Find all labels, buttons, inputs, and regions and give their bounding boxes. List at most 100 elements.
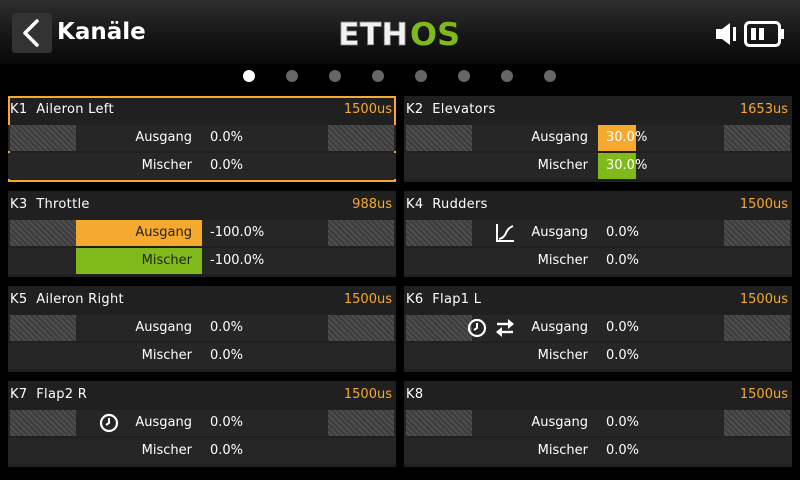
page-dot-8[interactable] <box>544 70 556 82</box>
output-bar-positive <box>724 220 790 246</box>
mixer-level-bar <box>598 153 636 179</box>
page-dot-3[interactable] <box>329 70 341 82</box>
channel-panel-k2[interactable]: K2 Elevators 1653us Ausgang 30.0% Mische… <box>404 96 792 182</box>
output-label: Ausgang <box>531 225 588 240</box>
mixer-value: -100.0% <box>210 253 265 268</box>
output-bar-negative <box>10 410 76 436</box>
mixer-label: Mischer <box>537 443 588 458</box>
curve-icon <box>496 224 514 242</box>
page-indicator <box>0 70 800 82</box>
output-value: 0.0% <box>210 320 244 335</box>
output-bar-negative <box>406 220 472 246</box>
mixer-value: 30.0% <box>606 158 648 173</box>
channel-name: K4 Rudders <box>406 197 488 212</box>
mixer-label: Mischer <box>537 158 588 173</box>
output-row: Ausgang 0.0% <box>8 125 396 151</box>
channel-panel-k7[interactable]: K7 Flap2 R 1500us Ausgang 0.0% Mischer 0… <box>8 381 396 467</box>
mixer-row: Mischer 0.0% <box>8 153 396 179</box>
mixer-row: Mischer -100.0% <box>8 248 396 274</box>
output-bar-negative <box>10 220 76 246</box>
battery-icon[interactable] <box>744 21 786 47</box>
back-arrow-icon <box>23 19 39 47</box>
channel-header: K3 Throttle 988us <box>8 191 396 219</box>
mixer-value: 0.0% <box>210 443 244 458</box>
output-row: Ausgang 0.0% <box>404 315 792 341</box>
output-label: Ausgang <box>135 415 192 430</box>
clock-icon <box>467 318 487 338</box>
output-level-bar <box>76 220 202 246</box>
channel-header: K1 Aileron Left 1500us <box>8 96 396 124</box>
mixer-label: Mischer <box>141 443 192 458</box>
mixer-row: Mischer 30.0% <box>404 153 792 179</box>
page-dot-5[interactable] <box>415 70 427 82</box>
output-row: Ausgang 0.0% <box>404 410 792 436</box>
channel-name: K6 Flap1 L <box>406 292 482 307</box>
page-dot-2[interactable] <box>286 70 298 82</box>
output-value: 0.0% <box>606 225 640 240</box>
mixer-label: Mischer <box>141 348 192 363</box>
mixer-value: 0.0% <box>606 443 640 458</box>
speaker-icon[interactable] <box>714 21 740 47</box>
channel-name: K5 Aileron Right <box>10 292 124 307</box>
channel-pulse-value: 1500us <box>343 387 392 402</box>
page-dot-7[interactable] <box>501 70 513 82</box>
output-bar-positive <box>328 125 394 151</box>
mixer-row: Mischer 0.0% <box>404 438 792 464</box>
clock-icon <box>99 413 119 433</box>
output-label: Ausgang <box>531 320 588 335</box>
channel-header: K4 Rudders 1500us <box>404 191 792 219</box>
channel-panel-k6[interactable]: K6 Flap1 L 1500us Ausgang 0.0% Mischer 0… <box>404 286 792 372</box>
channel-panel-k5[interactable]: K5 Aileron Right 1500us Ausgang 0.0% Mis… <box>8 286 396 372</box>
page-dot-1[interactable] <box>243 70 255 82</box>
back-button[interactable] <box>12 13 52 53</box>
mixer-value: 0.0% <box>210 158 244 173</box>
logo-text-os: OS <box>410 17 460 50</box>
mixer-row: Mischer 0.0% <box>8 438 396 464</box>
channel-header: K5 Aileron Right 1500us <box>8 286 396 314</box>
output-bar-positive <box>328 315 394 341</box>
channel-header: K8 1500us <box>404 381 792 409</box>
logo-text-eth: ETH <box>338 17 408 50</box>
output-label: Ausgang <box>531 130 588 145</box>
mixer-value: 0.0% <box>606 253 640 268</box>
output-bar-positive <box>724 410 790 436</box>
output-row: Ausgang -100.0% <box>8 220 396 246</box>
output-bar-positive <box>724 315 790 341</box>
reverse-icon <box>496 319 514 337</box>
ethos-logo: ETH OS <box>338 17 460 50</box>
channel-name: K8 <box>406 387 424 402</box>
channel-pulse-value: 1500us <box>343 102 392 117</box>
channel-name: K1 Aileron Left <box>10 102 114 117</box>
output-bar-positive <box>724 125 790 151</box>
page-dot-6[interactable] <box>458 70 470 82</box>
top-bar: Kanäle ETH OS <box>0 0 800 64</box>
channel-header: K2 Elevators 1653us <box>404 96 792 124</box>
output-label: Ausgang <box>135 320 192 335</box>
mixer-label: Mischer <box>537 253 588 268</box>
channel-panel-k3[interactable]: K3 Throttle 988us Ausgang -100.0% Mische… <box>8 191 396 277</box>
channel-panel-k8[interactable]: K8 1500us Ausgang 0.0% Mischer 0.0% <box>404 381 792 467</box>
output-label: Ausgang <box>135 225 192 240</box>
output-row: Ausgang 0.0% <box>8 315 396 341</box>
output-row: Ausgang 0.0% <box>404 220 792 246</box>
output-row: Ausgang 30.0% <box>404 125 792 151</box>
mixer-row: Mischer 0.0% <box>8 343 396 369</box>
output-bar-negative <box>406 125 472 151</box>
channel-pulse-value: 1500us <box>739 197 788 212</box>
output-row: Ausgang 0.0% <box>8 410 396 436</box>
output-bar-negative <box>10 315 76 341</box>
mixer-label: Mischer <box>141 158 192 173</box>
output-level-bar <box>598 125 636 151</box>
channel-panel-k1[interactable]: K1 Aileron Left 1500us Ausgang 0.0% Misc… <box>8 96 396 182</box>
channel-panel-k4[interactable]: K4 Rudders 1500us Ausgang 0.0% Mischer 0… <box>404 191 792 277</box>
output-value: -100.0% <box>210 225 265 240</box>
page-title: Kanäle <box>57 19 146 45</box>
mixer-row: Mischer 0.0% <box>404 248 792 274</box>
output-value: 30.0% <box>606 130 648 145</box>
mixer-value: 0.0% <box>606 348 640 363</box>
output-bar-positive <box>328 220 394 246</box>
mixer-value: 0.0% <box>210 348 244 363</box>
channel-name: K2 Elevators <box>406 102 496 117</box>
output-bar-negative <box>10 125 76 151</box>
page-dot-4[interactable] <box>372 70 384 82</box>
